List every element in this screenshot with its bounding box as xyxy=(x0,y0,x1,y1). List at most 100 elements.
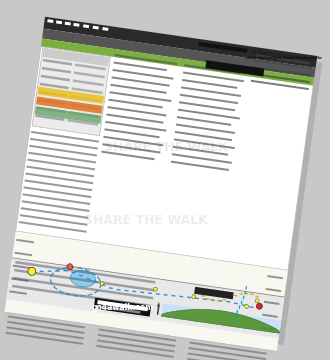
Bar xyxy=(206,298,210,300)
Bar xyxy=(42,29,316,78)
Bar xyxy=(12,257,284,297)
Bar xyxy=(93,26,99,30)
Text: c427 Helvellyn from Patterdale: c427 Helvellyn from Patterdale xyxy=(245,56,322,60)
Bar xyxy=(56,270,60,272)
Circle shape xyxy=(245,304,248,309)
Bar xyxy=(56,21,62,24)
Bar xyxy=(189,342,267,355)
Bar xyxy=(176,123,235,134)
Bar xyxy=(179,296,183,298)
Bar xyxy=(236,310,238,314)
Bar xyxy=(14,269,154,292)
Bar xyxy=(47,19,53,23)
Bar xyxy=(156,293,160,295)
Bar xyxy=(96,345,174,358)
Bar xyxy=(40,270,44,273)
Bar xyxy=(148,292,152,294)
Bar xyxy=(16,239,34,243)
Bar xyxy=(171,295,176,297)
Bar xyxy=(187,358,265,360)
Bar xyxy=(39,91,68,97)
Bar xyxy=(194,287,234,299)
Bar xyxy=(218,300,222,302)
Bar xyxy=(253,59,312,69)
Bar xyxy=(234,302,238,305)
Bar xyxy=(73,23,80,27)
Bar xyxy=(241,301,243,304)
Bar xyxy=(252,50,312,61)
Bar xyxy=(187,296,191,298)
Bar xyxy=(203,298,207,300)
Bar xyxy=(86,278,90,280)
Bar xyxy=(79,275,83,276)
Bar xyxy=(239,293,243,295)
Bar xyxy=(35,106,101,124)
Bar xyxy=(94,281,98,283)
Bar xyxy=(262,314,278,318)
Bar xyxy=(188,347,266,360)
Bar xyxy=(239,305,240,309)
Bar xyxy=(256,54,310,64)
Bar xyxy=(23,186,91,198)
Bar xyxy=(20,214,87,226)
Bar xyxy=(124,290,128,292)
Circle shape xyxy=(67,264,73,270)
Bar xyxy=(112,76,170,87)
Bar xyxy=(40,83,69,89)
Bar xyxy=(244,291,246,294)
Bar xyxy=(101,150,155,160)
Bar xyxy=(16,231,288,270)
Bar xyxy=(103,136,163,147)
Bar xyxy=(245,292,248,294)
Bar xyxy=(222,299,226,301)
Text: SHARE THE WALK: SHARE THE WALK xyxy=(84,214,208,227)
Bar xyxy=(113,69,174,80)
Bar xyxy=(69,103,101,110)
Bar xyxy=(172,153,232,164)
Polygon shape xyxy=(157,302,160,307)
Bar xyxy=(234,315,236,319)
Bar xyxy=(37,86,104,104)
Circle shape xyxy=(28,267,36,275)
Bar xyxy=(226,301,230,303)
Bar xyxy=(264,301,280,305)
Bar xyxy=(183,72,244,82)
Circle shape xyxy=(153,287,157,291)
Bar xyxy=(161,303,281,333)
Bar xyxy=(74,71,105,78)
Bar xyxy=(6,17,317,338)
Bar xyxy=(27,159,95,170)
Bar xyxy=(31,131,99,143)
Bar xyxy=(245,286,247,290)
Text: SHARE THE WALK: SHARE THE WALK xyxy=(104,141,228,154)
Polygon shape xyxy=(161,309,280,333)
Bar xyxy=(164,294,168,296)
Bar xyxy=(186,49,244,59)
Bar xyxy=(201,295,205,297)
Bar xyxy=(70,95,102,102)
Bar xyxy=(37,99,67,105)
Bar xyxy=(116,289,121,291)
Bar xyxy=(106,113,164,124)
Bar xyxy=(22,193,90,205)
Bar xyxy=(101,284,106,286)
Bar xyxy=(140,291,144,293)
Bar xyxy=(13,277,153,300)
Bar xyxy=(173,146,228,156)
Circle shape xyxy=(255,299,259,303)
Bar xyxy=(83,24,89,28)
Bar xyxy=(99,328,176,342)
Bar xyxy=(252,73,310,83)
Ellipse shape xyxy=(70,271,96,287)
Bar xyxy=(114,62,167,71)
Bar xyxy=(11,23,322,345)
Bar xyxy=(104,129,160,138)
Bar xyxy=(41,39,314,86)
Bar xyxy=(251,80,309,90)
Bar xyxy=(98,334,175,347)
Circle shape xyxy=(192,295,196,299)
Bar xyxy=(72,87,103,94)
Bar xyxy=(102,143,160,153)
Bar xyxy=(181,86,241,97)
Bar xyxy=(12,285,152,307)
